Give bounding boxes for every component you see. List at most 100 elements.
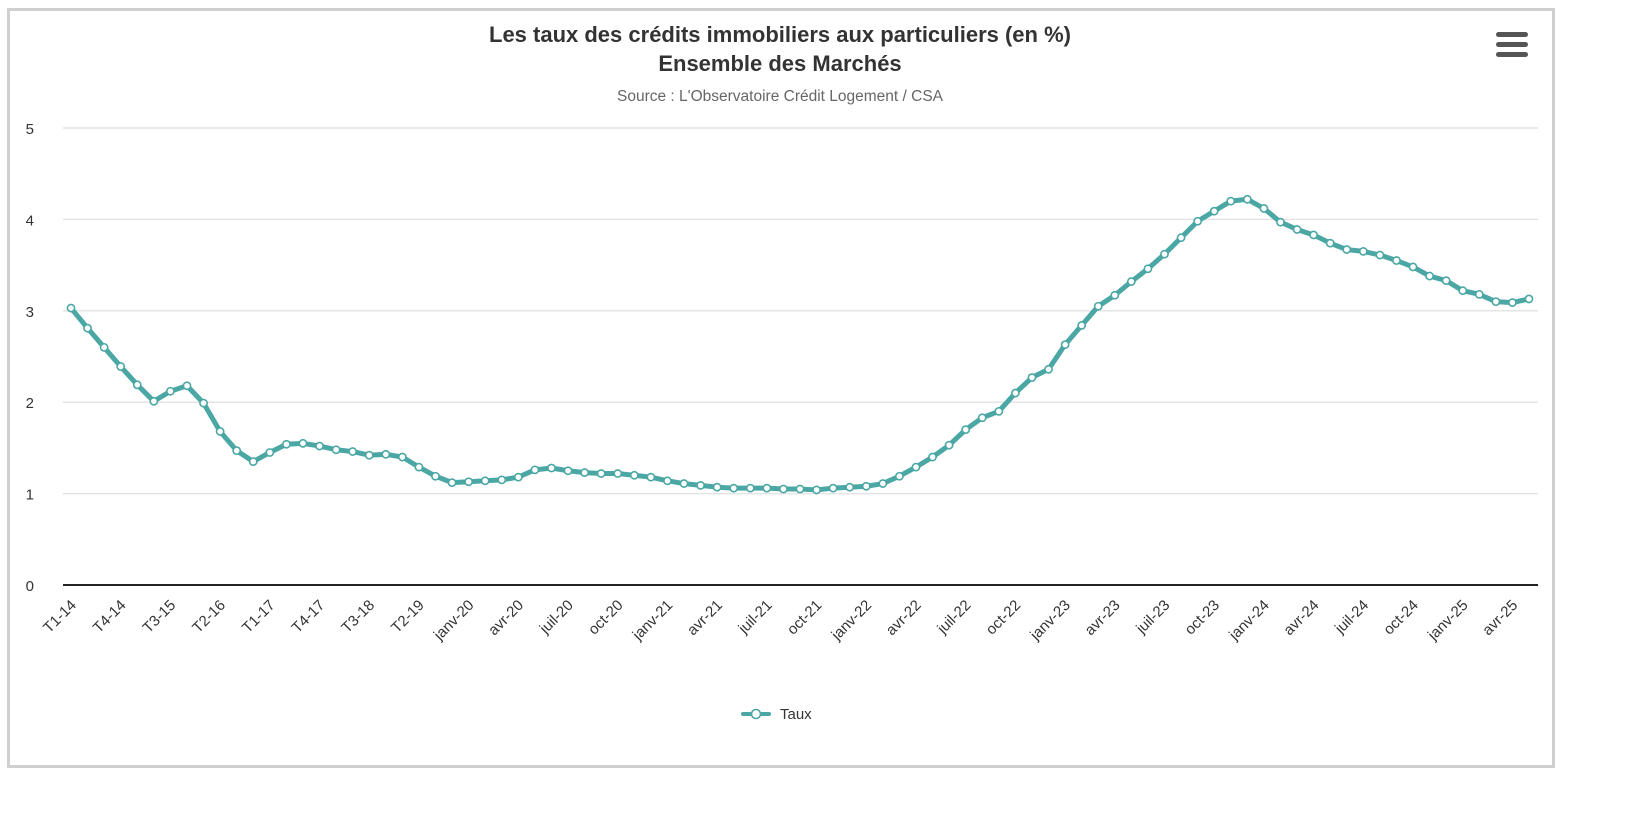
x-tick-label: janv-24	[1225, 597, 1273, 645]
data-point[interactable]	[215, 427, 225, 436]
data-point[interactable]	[1093, 301, 1103, 311]
data-point[interactable]	[132, 380, 142, 390]
data-point[interactable]	[199, 398, 208, 408]
data-point[interactable]	[1226, 196, 1236, 206]
data-point[interactable]	[182, 381, 192, 391]
chart-subtitle: Source : L'Observatoire Crédit Logement …	[616, 88, 944, 105]
data-point[interactable]	[977, 413, 987, 423]
data-point[interactable]	[1010, 388, 1020, 398]
data-point[interactable]	[944, 440, 954, 450]
hamburger-menu-icon[interactable]	[1494, 30, 1530, 60]
data-point[interactable]	[596, 469, 606, 478]
legend-label: Taux	[780, 705, 812, 723]
data-point[interactable]	[1441, 276, 1451, 286]
data-point[interactable]	[265, 448, 275, 457]
data-point[interactable]	[1458, 286, 1468, 296]
x-tick-label: oct-22	[983, 597, 1025, 639]
data-point[interactable]	[1143, 264, 1153, 274]
data-point[interactable]	[646, 472, 656, 482]
data-point[interactable]	[116, 362, 126, 371]
data-point[interactable]	[779, 484, 788, 494]
series-taux[interactable]	[66, 194, 1534, 495]
data-point[interactable]	[1126, 277, 1136, 286]
data-point[interactable]	[66, 303, 76, 313]
data-point[interactable]	[1160, 249, 1169, 259]
data-point[interactable]	[298, 438, 308, 448]
data-point[interactable]	[315, 441, 324, 451]
data-point[interactable]	[613, 469, 623, 478]
data-point[interactable]	[1309, 230, 1319, 240]
data-point[interactable]	[845, 482, 855, 492]
data-point[interactable]	[1209, 206, 1219, 216]
data-point[interactable]	[480, 476, 490, 486]
data-point[interactable]	[232, 446, 242, 456]
data-point[interactable]	[1292, 225, 1302, 234]
data-point[interactable]	[795, 484, 805, 494]
data-point[interactable]	[1474, 289, 1484, 299]
data-point[interactable]	[364, 450, 374, 460]
data-point[interactable]	[679, 479, 689, 488]
data-point[interactable]	[729, 483, 739, 493]
data-point[interactable]	[248, 457, 258, 467]
x-tick-label: oct-23	[1182, 597, 1224, 639]
data-point[interactable]	[1524, 294, 1534, 304]
data-point[interactable]	[1242, 194, 1252, 204]
data-point[interactable]	[281, 439, 291, 449]
data-point[interactable]	[1425, 271, 1434, 281]
data-point[interactable]	[348, 447, 358, 456]
data-point[interactable]	[696, 480, 705, 490]
data-point[interactable]	[149, 396, 159, 406]
data-point[interactable]	[861, 481, 871, 491]
data-point[interactable]	[1375, 250, 1385, 260]
data-point[interactable]	[1276, 217, 1285, 227]
data-point[interactable]	[447, 478, 457, 488]
data-point[interactable]	[1508, 298, 1517, 307]
data-point[interactable]	[1408, 262, 1418, 272]
data-point[interactable]	[99, 342, 109, 352]
data-point[interactable]	[1110, 290, 1120, 300]
data-point[interactable]	[895, 471, 904, 481]
data-point[interactable]	[530, 465, 540, 475]
data-point[interactable]	[878, 479, 888, 488]
data-point[interactable]	[397, 452, 407, 462]
data-point[interactable]	[1077, 321, 1087, 330]
data-point[interactable]	[1358, 246, 1368, 256]
data-point[interactable]	[629, 470, 639, 480]
data-point[interactable]	[828, 483, 838, 493]
data-point[interactable]	[414, 462, 424, 472]
data-point[interactable]	[1176, 233, 1186, 243]
data-point[interactable]	[1342, 245, 1352, 254]
data-point[interactable]	[1193, 216, 1203, 226]
data-point[interactable]	[911, 462, 921, 472]
data-point[interactable]	[712, 482, 722, 492]
data-point[interactable]	[994, 406, 1004, 416]
data-point[interactable]	[563, 466, 573, 476]
data-point[interactable]	[961, 425, 971, 435]
data-point[interactable]	[1060, 340, 1070, 350]
x-tick-label: avr-21	[684, 597, 726, 639]
data-point[interactable]	[1491, 297, 1501, 307]
data-point[interactable]	[745, 483, 755, 493]
data-point[interactable]	[663, 476, 672, 486]
data-point[interactable]	[1325, 238, 1335, 248]
data-point[interactable]	[381, 449, 391, 459]
data-point[interactable]	[464, 477, 474, 487]
data-point[interactable]	[1392, 256, 1401, 265]
data-point[interactable]	[1259, 204, 1269, 213]
x-tick-label: juil-20	[536, 597, 577, 638]
data-point[interactable]	[547, 463, 556, 473]
legend-item-taux[interactable]: Taux	[740, 702, 812, 726]
data-point[interactable]	[762, 483, 772, 493]
data-point[interactable]	[580, 468, 590, 477]
data-point[interactable]	[431, 471, 440, 481]
data-point[interactable]	[497, 475, 507, 485]
data-point[interactable]	[1044, 364, 1053, 374]
data-point[interactable]	[1027, 373, 1037, 382]
data-point[interactable]	[166, 386, 175, 396]
data-point[interactable]	[331, 445, 341, 455]
data-point[interactable]	[513, 472, 523, 482]
data-point[interactable]	[928, 452, 937, 462]
data-point[interactable]	[812, 485, 821, 495]
data-point[interactable]	[83, 323, 92, 333]
